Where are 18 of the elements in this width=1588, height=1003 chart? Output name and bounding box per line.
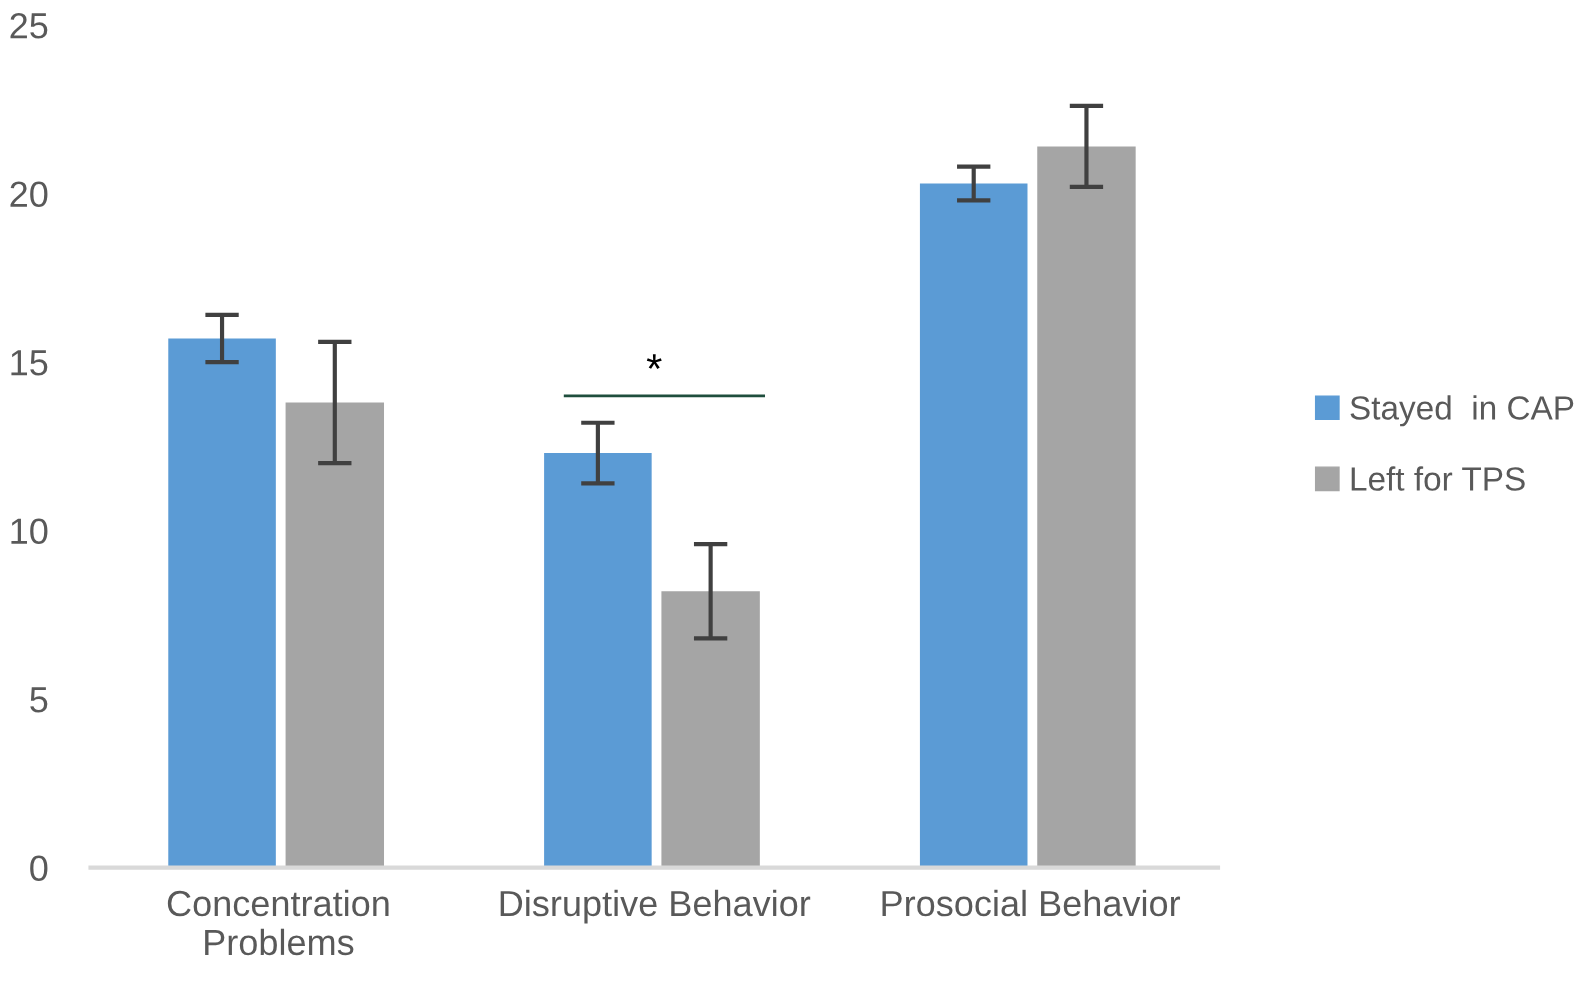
x-tick-label: Prosocial Behavior bbox=[882, 889, 1181, 917]
legend-label: Stayed in CAP bbox=[1350, 395, 1574, 427]
legend-label: Left for TPS bbox=[1351, 466, 1525, 491]
y-tick-label: 10 bbox=[11, 518, 48, 545]
y-tick-label: 25 bbox=[10, 12, 48, 39]
bar bbox=[544, 453, 652, 868]
y-tick-label: 15 bbox=[11, 350, 48, 376]
bar bbox=[168, 338, 276, 868]
x-tick-label: Disruptive Behavior bbox=[500, 889, 811, 924]
bar bbox=[661, 591, 760, 868]
bar bbox=[285, 402, 385, 868]
bar bbox=[1037, 146, 1136, 868]
y-tick-label: 20 bbox=[10, 181, 48, 208]
y-tick-label: 5 bbox=[30, 687, 48, 713]
bar bbox=[919, 183, 1028, 868]
y-tick-label: 0 bbox=[30, 855, 48, 882]
annotation: * bbox=[646, 354, 662, 369]
x-tick-label: Concentration Problems bbox=[167, 889, 389, 956]
